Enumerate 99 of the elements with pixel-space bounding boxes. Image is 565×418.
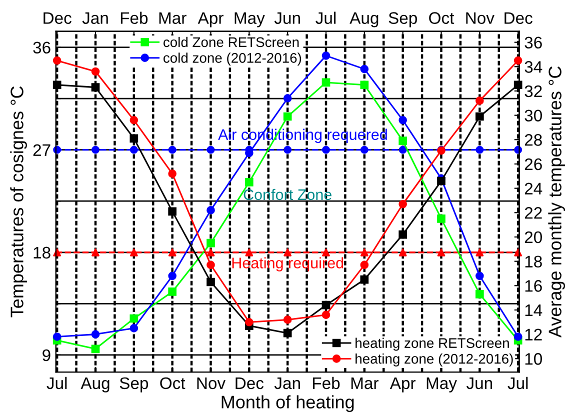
y2-tick-label: 26 [524, 158, 542, 170]
y2-tick-label: 28 [524, 134, 542, 146]
point [476, 96, 484, 105]
x-tick-label: Oct [160, 377, 186, 390]
point [52, 332, 62, 341]
point [168, 272, 177, 280]
point [322, 310, 330, 320]
point [206, 238, 215, 248]
text: Aug [350, 12, 378, 28]
point [322, 300, 330, 310]
point [514, 332, 522, 341]
point [130, 324, 138, 332]
text: Jan [82, 12, 108, 24]
point [360, 80, 369, 90]
point [91, 83, 100, 92]
legend-label: cold Zone RETScreen [164, 36, 299, 48]
y2-tick-label: 20 [524, 231, 542, 244]
point [360, 275, 369, 284]
y2-tick-label: 14 [525, 304, 542, 316]
x-tick-label: Apr [390, 377, 416, 392]
point [437, 176, 446, 186]
x-tick-label: Jun [466, 377, 492, 390]
x-tick-label: Jan [274, 377, 300, 390]
y2-tick-label: 36 [524, 36, 542, 49]
point [360, 64, 369, 74]
y2-tick-label: 22 [524, 207, 542, 219]
x-tick-label: May [426, 377, 457, 392]
point [514, 80, 522, 90]
point [91, 344, 100, 354]
text: Dec [44, 12, 72, 24]
point [52, 80, 62, 90]
y2-tick-label: 10 [525, 353, 542, 365]
point [206, 278, 215, 286]
y2-tick-label: 18 [525, 256, 542, 268]
point [283, 316, 292, 324]
y2-tick-label: 12 [525, 328, 542, 340]
point [91, 67, 100, 76]
text: Jun [274, 12, 300, 24]
y2-tick-label: 24 [524, 182, 542, 194]
y-axis-title: Temperatures of cosignes °C [10, 86, 27, 318]
x-tick-label: Mar [351, 377, 378, 390]
point [245, 178, 254, 186]
text: Nov [466, 12, 494, 24]
x-tick-label: Sep [120, 377, 148, 392]
point [130, 314, 138, 323]
text: Mar [159, 12, 186, 24]
y2-tick-label: 16 [525, 280, 542, 292]
point [206, 206, 215, 214]
x-tick-label: Jul [508, 376, 528, 390]
text: Feb [120, 12, 148, 24]
point [91, 330, 100, 338]
x-axis-title: Month of heating [222, 395, 354, 412]
y2-axis-title: Average monthly temperatures °C [548, 66, 565, 338]
point [476, 112, 484, 121]
text: May [234, 12, 265, 28]
y2-tick-label: 32 [524, 85, 542, 98]
x-tick-label: Aug [80, 377, 110, 392]
y2-tick-label: 30 [524, 110, 542, 122]
point [476, 290, 484, 298]
annotation: Confort Zone [244, 188, 332, 200]
text: Sep [388, 12, 417, 28]
point [360, 260, 369, 270]
point [245, 318, 254, 326]
point [322, 78, 330, 87]
point [476, 272, 484, 280]
x-tick-label: Nov [197, 377, 226, 390]
legend-label: heating zone (2012-2016) [356, 354, 513, 366]
x-tick-label: Feb [313, 376, 340, 390]
point [398, 230, 407, 239]
ref-line-label: Heating required [232, 257, 344, 272]
y-tick-label: 27 [33, 144, 50, 156]
point [398, 200, 407, 208]
point [206, 260, 215, 270]
y-tick-label: 18 [34, 246, 50, 259]
point [168, 288, 177, 296]
x-tick-label: Dec [236, 377, 264, 390]
point [168, 170, 177, 178]
x-tick-label: Jul [46, 376, 67, 390]
point [130, 134, 138, 143]
y-tick-label: 36 [33, 42, 50, 54]
point [398, 136, 407, 146]
legend-label: heating zone RETScreen [356, 338, 509, 351]
point [283, 94, 292, 102]
text: Apr [198, 12, 224, 28]
y-tick-label: 9 [42, 349, 50, 362]
point [398, 116, 407, 124]
text: Oct [429, 12, 454, 24]
point [283, 112, 292, 121]
point [437, 214, 446, 223]
point [322, 52, 330, 60]
point [168, 207, 177, 216]
text: Jul [316, 12, 336, 24]
legend-label: cold zone (2012-2016) [164, 52, 302, 66]
text: Dec [504, 12, 532, 24]
point [514, 56, 522, 65]
point [130, 116, 138, 124]
point [283, 328, 292, 338]
point [52, 56, 62, 65]
y2-tick-label: 34 [524, 61, 542, 73]
